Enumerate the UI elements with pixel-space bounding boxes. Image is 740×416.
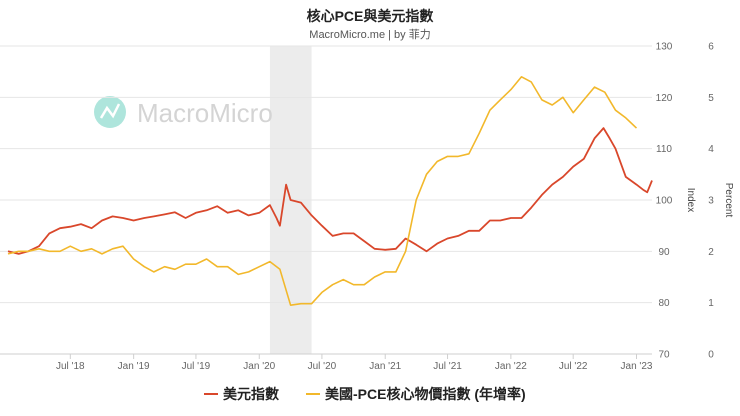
y-left-tick-label: 110 [656, 144, 672, 155]
x-tick-label: Jul '21 [433, 361, 462, 372]
y-right-tick-label: 1 [708, 298, 714, 309]
x-tick-label: Jan '22 [495, 361, 527, 372]
x-tick-label: Jul '22 [559, 361, 588, 372]
x-tick-label: Jul '19 [182, 361, 211, 372]
watermark-logo-mark [99, 103, 121, 119]
y-left-tick-label: 80 [658, 298, 670, 309]
x-tick-label: Jul '18 [56, 361, 85, 372]
y-right-tick-label: 2 [708, 247, 714, 258]
x-tick-label: Jan '21 [369, 361, 401, 372]
y-left-tick-label: 100 [656, 196, 673, 207]
x-tick-label: Jul '20 [308, 361, 337, 372]
series-line-dxy [7, 127, 653, 255]
legend-label[interactable]: 美國-PCE核心物價指數 (年增率) [325, 386, 526, 402]
series-line-core-pce [7, 76, 638, 307]
x-tick-label: Jan '19 [118, 361, 150, 372]
y-left-tick-label: 130 [656, 42, 673, 53]
legend-label[interactable]: 美元指數 [223, 386, 279, 402]
y-right-axis-title: Percent [723, 183, 734, 218]
chart-title: 核心PCE與美元指數 [306, 8, 434, 24]
y-right-tick-label: 4 [708, 144, 714, 155]
x-tick-label: Jan '20 [243, 361, 275, 372]
y-right-tick-label: 6 [708, 42, 714, 53]
y-left-axis-title: Index [685, 188, 696, 212]
y-right-tick-label: 0 [708, 350, 714, 361]
chart-subtitle: MacroMicro.me | by 菲力 [309, 29, 431, 41]
y-left-tick-label: 70 [658, 350, 670, 361]
y-left-tick-label: 90 [658, 247, 670, 258]
y-right-tick-label: 3 [708, 196, 714, 207]
watermark-text: MacroMicro [137, 98, 273, 128]
y-right-tick-label: 5 [708, 93, 714, 104]
y-left-tick-label: 120 [656, 93, 673, 104]
x-tick-label: Jan '23 [621, 361, 653, 372]
